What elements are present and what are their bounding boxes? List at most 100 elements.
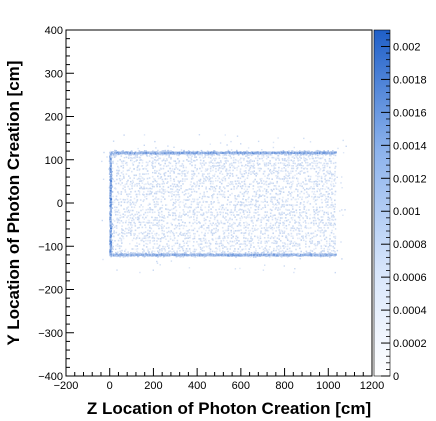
- heatmap-cell: [276, 175, 279, 178]
- heatmap-cell: [197, 243, 200, 245]
- heatmap-cell: [195, 248, 198, 251]
- heatmap-cell: [154, 180, 156, 182]
- heatmap-cell: [301, 235, 303, 238]
- heatmap-cell: [151, 237, 153, 239]
- heatmap-cell: [131, 224, 134, 226]
- heatmap-cell: [316, 190, 318, 193]
- heatmap-cell: [302, 187, 305, 189]
- heatmap-cell: [113, 154, 115, 157]
- heatmap-cell: [215, 165, 217, 167]
- heatmap-cell: [182, 183, 184, 185]
- heatmap-cell: [215, 247, 217, 249]
- heatmap-cell: [195, 219, 198, 222]
- heatmap-cell: [251, 238, 254, 240]
- heatmap-cell: [131, 213, 133, 216]
- heatmap-cell: [211, 186, 214, 188]
- heatmap-cell: [323, 235, 325, 237]
- heatmap-cell: [110, 156, 112, 158]
- heatmap-cell: [130, 159, 132, 162]
- heatmap-cell: [324, 194, 326, 196]
- heatmap-cell: [118, 233, 121, 235]
- heatmap-cell: [171, 195, 173, 198]
- heatmap-cell: [180, 174, 183, 177]
- heatmap-cell: [206, 190, 208, 193]
- heatmap-cell: [308, 195, 310, 197]
- heatmap-cell: [239, 159, 241, 161]
- heatmap-cell: [305, 240, 307, 243]
- heatmap-cell: [331, 201, 333, 204]
- heatmap-cell: [246, 150, 248, 153]
- heatmap-cell: [299, 258, 301, 260]
- heatmap-cell: [176, 168, 179, 170]
- heatmap-cell: [239, 204, 242, 206]
- heatmap-cell: [208, 245, 210, 247]
- heatmap-cell: [327, 198, 330, 201]
- heatmap-cell: [155, 191, 157, 193]
- heatmap-cell: [297, 180, 299, 182]
- heatmap-cell: [285, 250, 287, 253]
- heatmap-cell: [279, 219, 281, 222]
- heatmap-cell: [301, 255, 303, 257]
- heatmap-cell: [194, 232, 196, 235]
- heatmap-cell: [276, 226, 278, 229]
- heatmap-cell: [204, 170, 207, 172]
- heatmap-cell: [211, 177, 214, 179]
- heatmap-cell: [207, 178, 209, 180]
- heatmap-cell: [329, 222, 331, 225]
- heatmap-cell: [279, 232, 281, 235]
- heatmap-cell: [165, 227, 168, 229]
- heatmap-cell: [248, 242, 251, 244]
- heatmap-cell: [185, 166, 187, 169]
- heatmap-cell: [312, 232, 315, 234]
- heatmap-cell: [184, 193, 187, 195]
- heatmap-cell: [133, 197, 136, 200]
- heatmap-cell: [175, 217, 177, 220]
- heatmap-cell: [198, 196, 201, 199]
- heatmap-cell: [320, 216, 323, 218]
- heatmap-cell: [196, 214, 198, 217]
- heatmap-cell: [290, 181, 292, 183]
- heatmap-cell: [127, 157, 130, 159]
- heatmap-cell: [171, 248, 174, 250]
- heatmap-cell: [122, 235, 124, 238]
- heatmap-cell: [211, 153, 213, 156]
- heatmap-cell: [143, 194, 145, 196]
- heatmap-cell: [332, 249, 335, 252]
- heatmap-cell: [168, 244, 170, 247]
- heatmap-cell: [109, 242, 112, 245]
- heatmap-cell: [276, 193, 279, 196]
- heatmap-cell: [216, 219, 219, 222]
- heatmap-cell: [152, 240, 154, 242]
- heatmap-cell: [157, 250, 159, 253]
- heatmap-cell: [333, 222, 336, 225]
- heatmap-cell: [268, 183, 270, 185]
- heatmap-cell: [142, 151, 145, 153]
- heatmap-cell: [306, 187, 308, 190]
- heatmap-cell: [285, 199, 287, 201]
- heatmap-cell: [330, 204, 333, 206]
- heatmap-cell: [121, 228, 123, 230]
- heatmap-cell: [273, 227, 275, 229]
- heatmap-cell: [204, 232, 206, 235]
- heatmap-cell: [117, 171, 119, 174]
- heatmap-cell: [213, 175, 215, 177]
- heatmap-cell: [239, 224, 242, 227]
- heatmap-cell: [138, 168, 141, 170]
- heatmap-cell: [260, 227, 263, 229]
- heatmap-cell: [279, 240, 282, 242]
- heatmap-cell: [303, 150, 306, 152]
- heatmap-cell: [252, 185, 255, 187]
- heatmap-cell: [316, 196, 319, 198]
- heatmap-cell: [234, 200, 237, 203]
- heatmap-cell: [323, 213, 325, 216]
- heatmap-cell: [223, 154, 226, 156]
- heatmap-cell: [109, 250, 112, 253]
- heatmap-cell: [257, 245, 260, 247]
- heatmap-cell: [334, 251, 336, 253]
- heatmap-cell: [342, 139, 344, 142]
- x-tick-label: 1200: [360, 380, 384, 392]
- heatmap-cell: [330, 162, 332, 164]
- heatmap-cell: [254, 195, 256, 198]
- heatmap-cell: [210, 211, 212, 214]
- heatmap-cell: [291, 167, 293, 170]
